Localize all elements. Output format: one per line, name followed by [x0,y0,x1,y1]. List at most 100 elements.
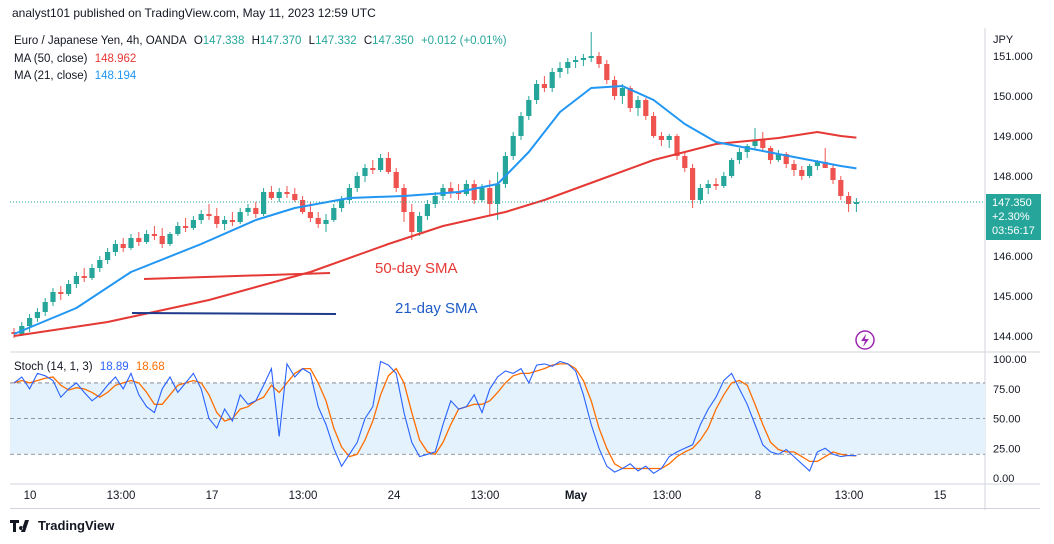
candle-body [34,312,40,318]
candle-body [565,62,571,68]
flash-icon [855,330,875,350]
candle-body [237,212,243,222]
candle-body [97,260,103,268]
candle-body [814,162,820,166]
flash-icon-bolt [861,334,869,347]
candle-body [697,188,703,200]
stoch-d-value: 18.68 [135,361,165,373]
price-tag-box [986,194,1041,240]
candle-body [775,154,781,160]
bottom-border [10,508,1040,509]
stoch-k-value: 18.89 [99,361,129,373]
candle-body [830,168,836,180]
candle-body [853,202,859,204]
candle-body [409,212,415,232]
candle-body [284,192,290,194]
high-label: H [251,35,260,47]
candle-body [495,184,501,204]
time-tick-label: 15 [934,490,947,502]
candle-body [144,234,150,242]
ma21-legend: MA (21, close) 148.194 [14,70,140,82]
price-tick-label: 148.000 [993,171,1033,183]
candle-body [66,284,72,294]
open-label: O [193,35,203,47]
candle-body [214,216,220,224]
price-tick-label: 149.000 [993,131,1033,143]
candle-body [807,166,813,176]
candle-body [838,180,844,196]
high-value: 147.370 [259,35,302,47]
candle-body [50,292,56,302]
sma21-annotation-line [131,312,337,315]
time-tick-label: 13:00 [107,490,136,502]
candle-body [112,244,118,252]
candle-body [417,216,423,232]
time-tick-label: 24 [388,490,401,502]
candle-body [105,252,111,260]
stoch-tick-label: 75.00 [993,384,1021,396]
candle-body [534,84,540,100]
footer-brand[interactable]: TradingView [10,518,114,533]
stoch-tick-label: 0.00 [993,473,1014,485]
sma21-annotation-text: 21-day SMA [395,300,478,317]
candle-body [557,68,563,72]
candle-body [370,168,376,170]
candle-body [393,172,399,188]
candle-body [198,214,204,220]
ma21-label: MA (21, close) [14,70,88,82]
candle-body [315,218,321,224]
candle-body [604,64,610,80]
candle-body [846,196,852,204]
candle-body [175,226,181,234]
candle-body [206,214,212,216]
candle-body [346,188,352,200]
candle-body [440,188,446,196]
candle-body [401,188,407,212]
time-tick-label: 17 [206,490,219,502]
candle-body [705,184,711,188]
candle-body [768,148,774,160]
candles-group [11,32,859,338]
close-value: 147.350 [372,35,414,47]
candle-body [643,100,649,116]
candle-body [307,212,313,218]
candle-body [354,176,360,188]
stoch-tick-label: 25.00 [993,443,1021,455]
candle-body [580,58,586,60]
candle-body [487,188,493,204]
price-tag-countdown: 03:56:17 [992,225,1035,237]
candle-body [690,168,696,200]
candle-body [612,80,618,96]
candle-body [479,188,485,200]
currency-label: JPY [993,34,1014,46]
ma50-legend: MA (50, close) 148.962 [14,53,140,65]
candle-body [791,164,797,170]
time-tick-label: 10 [24,490,37,502]
candle-body [573,60,579,62]
candle-body [448,188,454,192]
sma50-annotation-line [143,272,331,280]
candle-body [424,204,430,216]
candle-body [432,196,438,204]
ma50-value: 148.962 [94,53,137,65]
candle-body [58,292,64,294]
candle-body [292,194,298,200]
candle-body [151,234,157,236]
stoch-tick-label: 50.00 [993,414,1021,426]
candle-body [120,244,126,248]
price-tag-price: 147.350 [992,197,1032,209]
stoch-legend: Stoch (14, 1, 3) 18.89 18.68 [14,361,169,373]
low-value: 147.332 [315,35,357,47]
candle-body [822,162,828,168]
candle-body [760,140,766,148]
candle-body [799,170,805,176]
stoch-k-line [13,360,857,474]
candle-body [229,220,235,222]
candle-body [190,220,196,228]
tradingview-logo-icon [10,519,29,532]
candle-body [222,220,228,224]
candle-body [619,88,625,96]
candle-body [378,158,384,170]
candle-body [385,158,391,172]
